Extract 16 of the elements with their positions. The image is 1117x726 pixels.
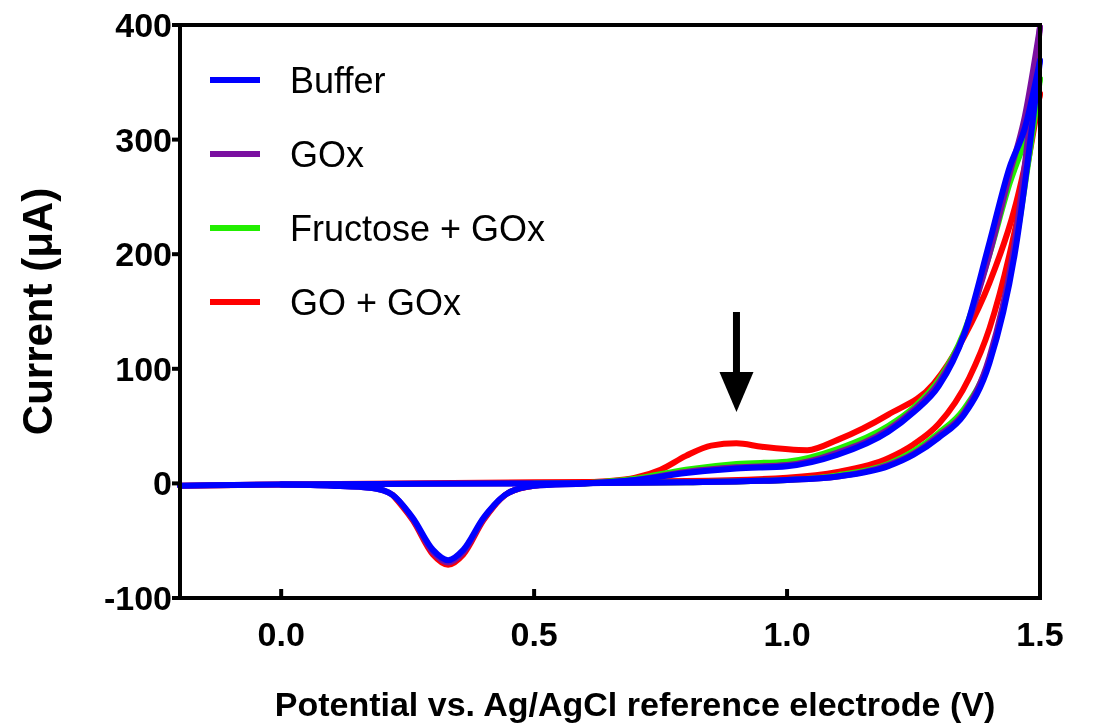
legend-label: Fructose + GOx (290, 208, 546, 249)
legend-label: GOx (290, 134, 365, 175)
y-tick-label: 0 (153, 464, 172, 503)
y-axis-title: Current (μA) (14, 187, 61, 436)
x-axis-title: Potential vs. Ag/AgCl reference electrode (V) (274, 685, 996, 723)
legend-label: Buffer (290, 60, 386, 101)
legend-label: GO + GOx (290, 282, 462, 323)
y-tick-label: 100 (115, 349, 172, 388)
x-tick-label: 0.5 (510, 615, 558, 653)
y-tick-label: 200 (115, 235, 172, 274)
y-tick-label: 300 (115, 120, 172, 159)
x-tick-label: 1.0 (763, 615, 811, 653)
x-tick-label: 0.0 (257, 615, 305, 653)
y-tick-label: -100 (103, 579, 172, 617)
x-tick-label: 1.5 (1016, 615, 1064, 653)
y-tick-label: 400 (115, 6, 172, 44)
